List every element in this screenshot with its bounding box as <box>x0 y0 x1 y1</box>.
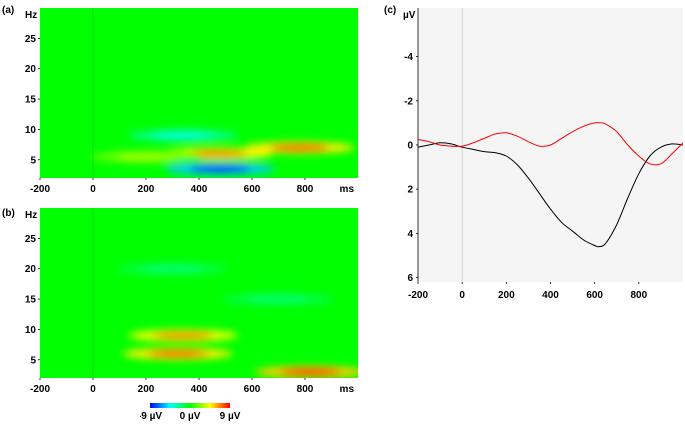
x-tick-label: 0 <box>90 384 96 395</box>
y-tick-label: 10 <box>25 125 37 136</box>
x-tick-label: 200 <box>138 384 155 395</box>
x-tick-label: 800 <box>297 384 314 395</box>
erp-series-red <box>417 122 684 166</box>
x-tick-label: 600 <box>244 184 261 195</box>
erp-series-black <box>417 142 684 248</box>
y-tick-label: 5 <box>30 355 36 366</box>
y-axis-label: µV <box>403 10 416 21</box>
heatmap-blob-core <box>152 332 214 339</box>
heatmap-blob-core <box>248 295 309 303</box>
x-tick-label: 800 <box>297 184 314 195</box>
y-tick-label: 5 <box>30 155 36 166</box>
x-tick-label: 400 <box>191 384 208 395</box>
colorbar-label: -9 µV <box>140 411 162 422</box>
x-tick-label: 400 <box>542 290 559 300</box>
heatmap-a: Hz 5 10 15 20 25 -200 0 200 400 600 800 ms <box>25 8 358 195</box>
colorbar: -9 µV 0 µV 9 µV <box>140 403 241 422</box>
panel-c-label: (c) <box>384 5 397 16</box>
y-tick-label: 0 <box>407 141 413 152</box>
y-tick-label: 25 <box>25 34 37 45</box>
x-tick-label: 0 <box>90 184 96 195</box>
x-tick-label: 200 <box>498 290 515 300</box>
x-axis-unit: ms <box>340 184 355 195</box>
x-tick-label: -200 <box>408 290 428 300</box>
heatmap-blob-core <box>142 265 203 273</box>
heatmap-blob-core <box>115 153 177 161</box>
x-tick-label: -200 <box>30 184 50 195</box>
colorbar-label: 9 µV <box>220 411 241 422</box>
y-tick-label: 25 <box>25 234 37 245</box>
y-tick-label: 20 <box>25 264 37 275</box>
y-axis-unit: Hz <box>25 10 37 21</box>
y-tick-label: 15 <box>25 295 37 306</box>
x-tick-label: 200 <box>138 184 155 195</box>
x-tick-label: 600 <box>586 290 603 300</box>
panel-b-label: (b) <box>2 208 15 219</box>
x-tick-label: 800 <box>630 290 647 300</box>
x-axis-unit: ms <box>340 384 355 395</box>
y-tick-label: -4 <box>404 52 413 63</box>
x-tick-label: -200 <box>30 384 50 395</box>
y-tick-label: 2 <box>407 185 413 196</box>
panel-a-label: (a) <box>2 5 15 16</box>
heatmap-blob-core <box>147 350 209 358</box>
x-tick-label: 600 <box>244 384 261 395</box>
y-tick-label: -2 <box>404 96 413 107</box>
erp-line-chart: µV -4 -2 0 2 4 6 -200 0 200 400 600 800 <box>403 8 684 300</box>
x-tick-label: 400 <box>191 184 208 195</box>
heatmap-blob-core <box>269 144 330 151</box>
y-tick-label: 4 <box>407 229 413 240</box>
y-tick-label: 10 <box>25 325 37 336</box>
heatmap-blob-core <box>152 132 214 139</box>
y-tick-label: 6 <box>407 273 413 284</box>
y-axis-unit: Hz <box>25 210 37 221</box>
colorbar-gradient <box>150 403 230 408</box>
heatmap-blob-core <box>187 150 248 158</box>
x-tick-label: 0 <box>459 290 465 300</box>
heatmap-blob-core <box>189 165 251 173</box>
heatmap-blob-core <box>280 368 341 376</box>
y-tick-label: 15 <box>25 95 37 106</box>
heatmap-b: Hz 5 10 15 20 25 -200 0 200 400 600 800 ms <box>25 208 358 395</box>
y-tick-label: 20 <box>25 64 37 75</box>
colorbar-label: 0 µV <box>180 411 201 422</box>
